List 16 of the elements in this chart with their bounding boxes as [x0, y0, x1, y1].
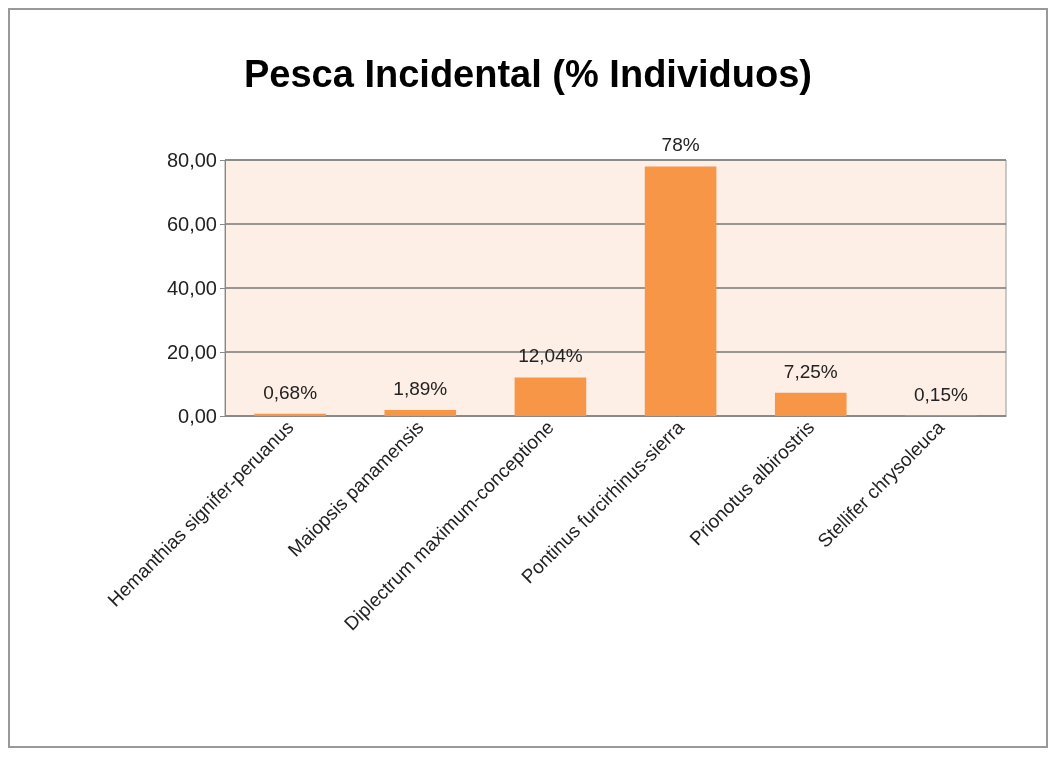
chart-title: Pesca Incidental (% Individuos)	[243, 53, 813, 95]
bar	[644, 166, 717, 416]
data-label: 1,89%	[393, 377, 448, 399]
bar	[774, 392, 847, 416]
data-label: 78%	[661, 134, 700, 156]
y-tick-label: 60,00	[166, 213, 217, 235]
y-tick-label: 80,00	[166, 149, 217, 171]
data-label: 0,68%	[263, 381, 318, 403]
data-label: 7,25%	[783, 360, 838, 382]
data-label: 0,15%	[913, 383, 968, 405]
data-label: 12,04%	[518, 345, 583, 367]
bar	[254, 413, 326, 416]
y-tick-label: 20,00	[166, 341, 217, 363]
bar	[514, 377, 587, 416]
y-tick-label: 40,00	[166, 277, 217, 299]
bar	[384, 409, 457, 416]
